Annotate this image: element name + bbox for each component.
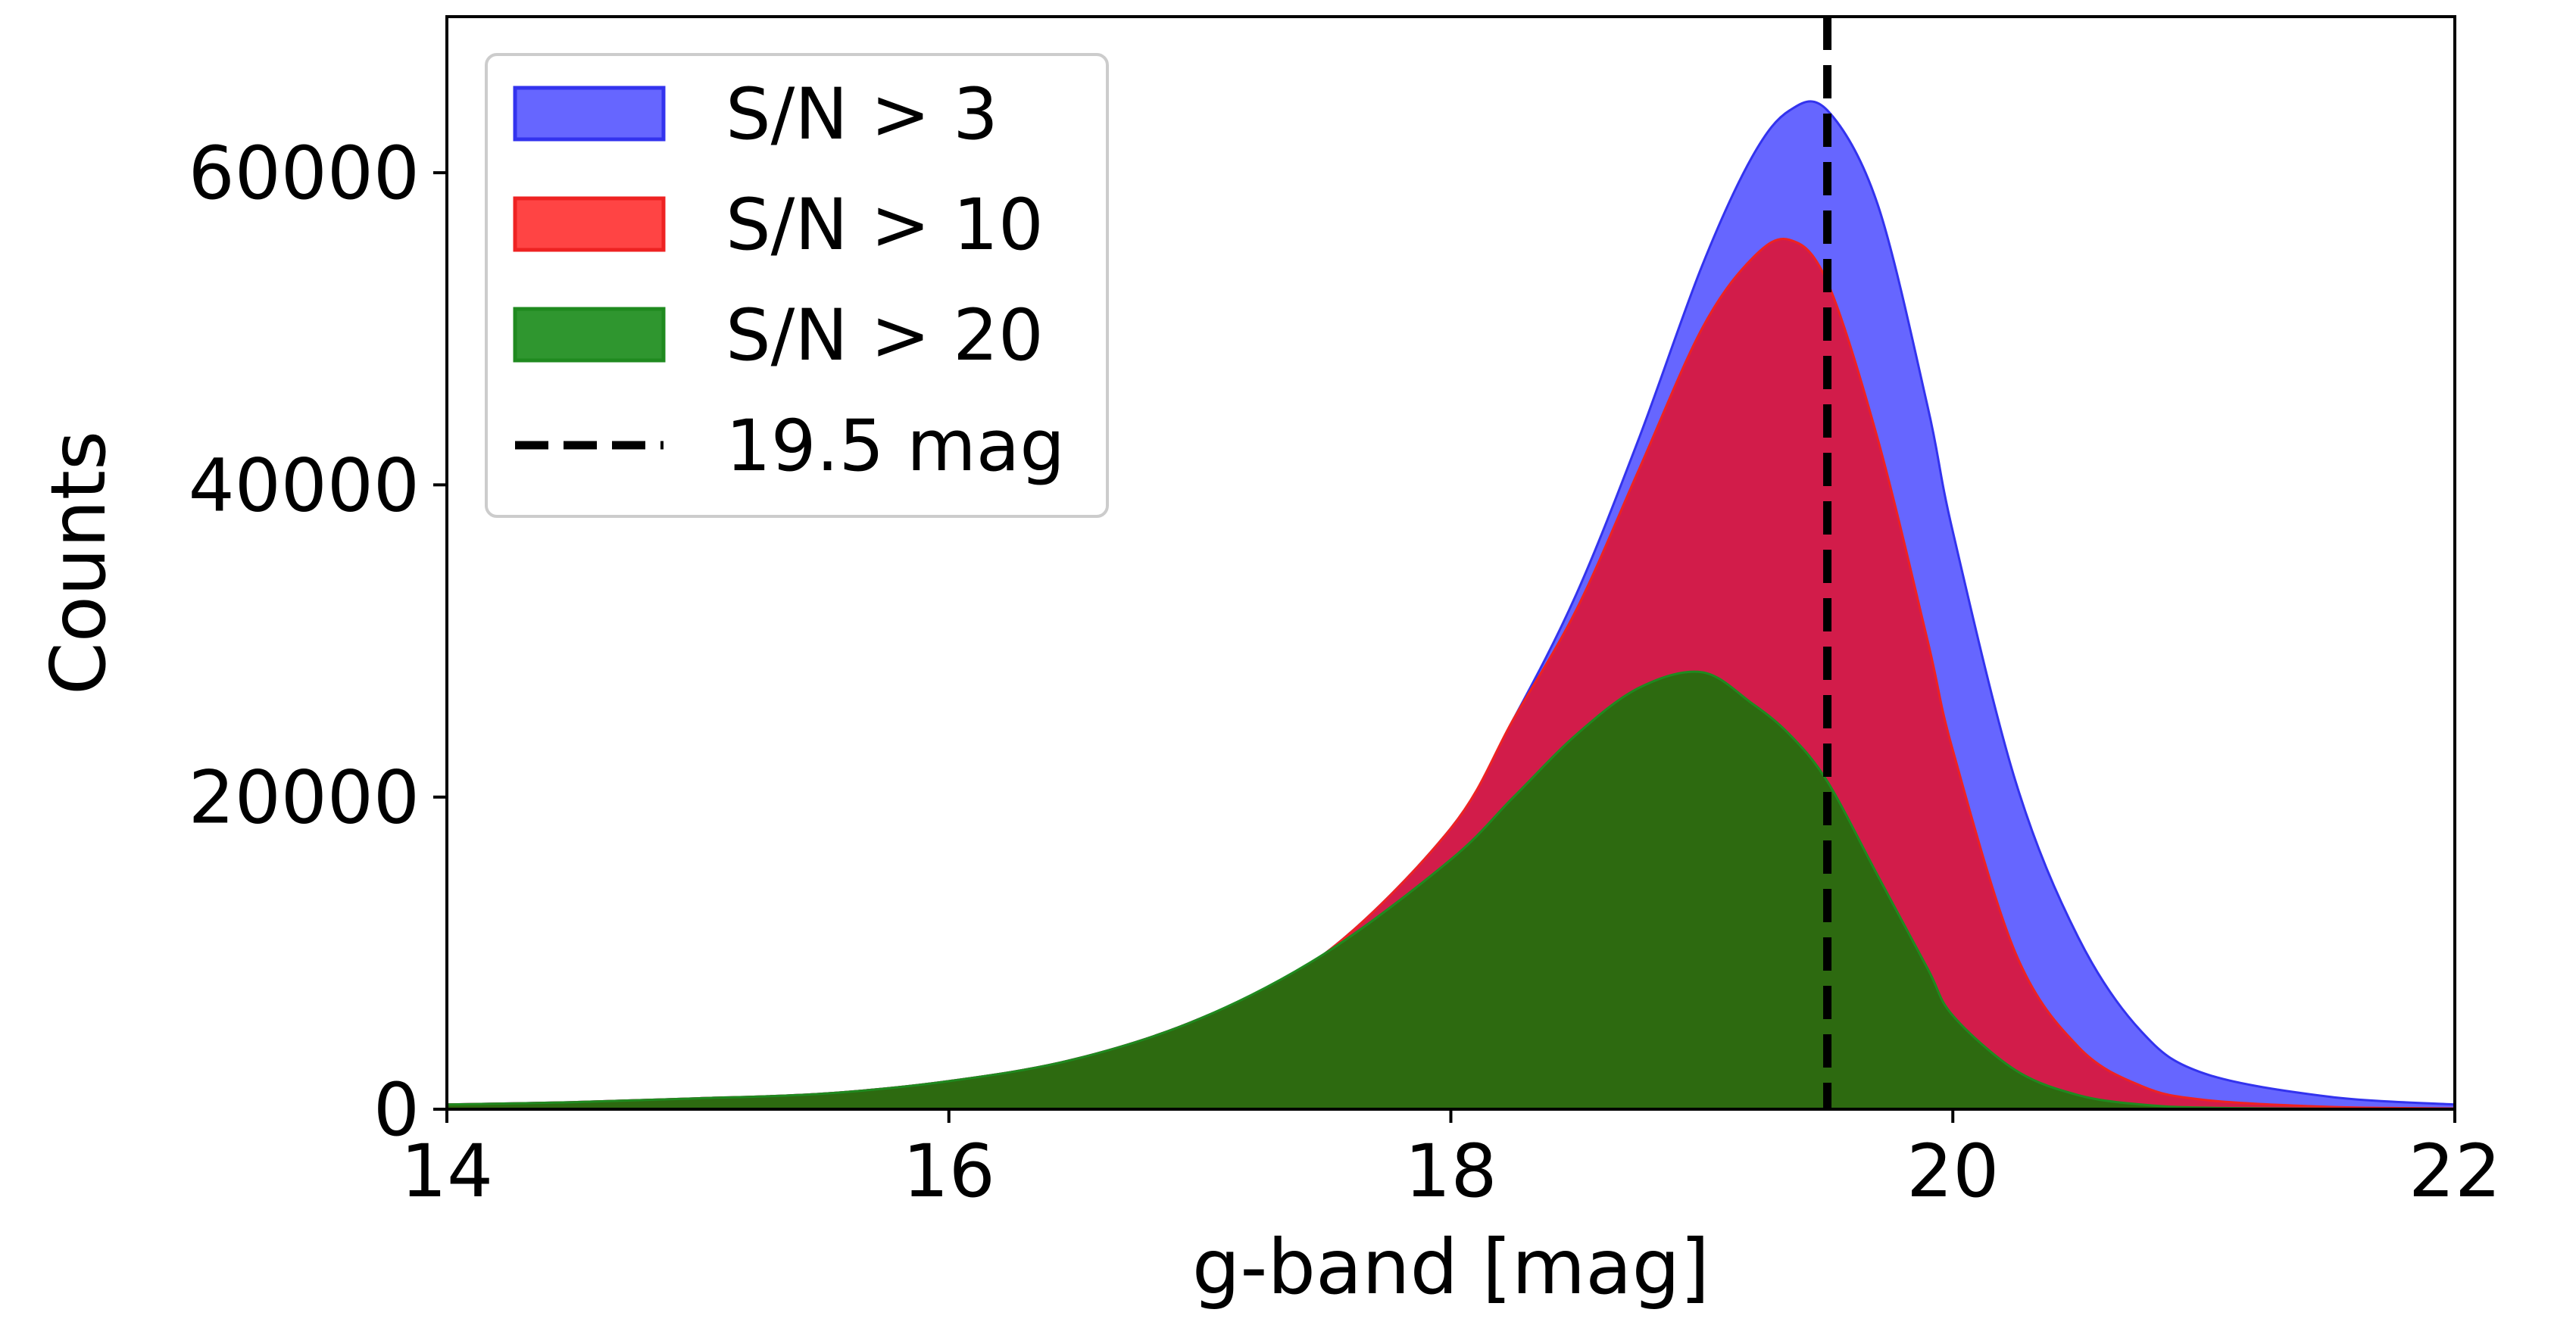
legend-swatch-s-n-10 bbox=[513, 196, 666, 252]
legend-label-s-n-10: S/N > 10 bbox=[726, 184, 1044, 267]
x-tick-label: 14 bbox=[401, 1129, 493, 1214]
y-tick-label: 0 bbox=[373, 1068, 420, 1152]
legend-label-s-n-20: S/N > 20 bbox=[726, 295, 1044, 377]
legend-swatch-s-n-3 bbox=[513, 86, 666, 142]
x-axis-ticks: 14 16 18 20 22 bbox=[401, 1109, 2501, 1214]
y-tick-label: 20000 bbox=[189, 756, 420, 840]
x-axis-label: g-band [mag] bbox=[1192, 1223, 1710, 1311]
x-tick-label: 20 bbox=[1906, 1129, 1999, 1214]
x-tick-label: 18 bbox=[1404, 1129, 1497, 1214]
y-axis-ticks: 0 20000 40000 60000 bbox=[189, 131, 447, 1152]
x-tick-label: 22 bbox=[2409, 1129, 2501, 1214]
legend: S/N > 3 S/N > 10 S/N > 20 19.5 mag bbox=[485, 53, 1109, 518]
x-tick-label: 16 bbox=[903, 1129, 995, 1214]
area-s-n-20 bbox=[445, 670, 2456, 1111]
y-tick-label: 40000 bbox=[189, 443, 420, 528]
series-areas bbox=[445, 100, 2456, 1111]
legend-box bbox=[485, 53, 1109, 518]
legend-label-19-5-mag: 19.5 mag bbox=[726, 405, 1065, 488]
y-axis-label: Counts bbox=[34, 431, 123, 695]
legend-swatch-s-n-20 bbox=[513, 307, 666, 363]
legend-label-s-n-3: S/N > 3 bbox=[726, 73, 998, 156]
y-tick-label: 60000 bbox=[189, 131, 420, 216]
